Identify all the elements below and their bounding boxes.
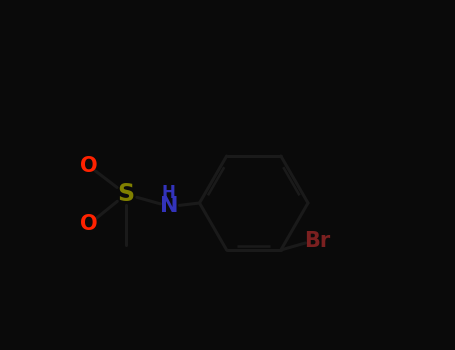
Text: O: O: [81, 214, 98, 234]
Text: H: H: [161, 184, 175, 202]
Text: N: N: [161, 196, 179, 217]
Text: O: O: [81, 156, 98, 176]
Text: S: S: [117, 182, 135, 206]
Text: Br: Br: [304, 231, 331, 251]
